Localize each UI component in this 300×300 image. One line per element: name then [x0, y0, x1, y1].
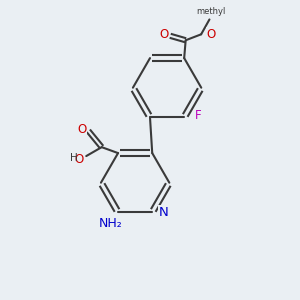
Text: O: O: [159, 28, 168, 41]
Text: O: O: [74, 152, 83, 166]
Text: H: H: [70, 153, 78, 164]
Text: O: O: [206, 28, 216, 41]
Text: NH₂: NH₂: [99, 217, 122, 230]
Text: N: N: [159, 206, 169, 219]
Text: methyl: methyl: [196, 7, 226, 16]
Text: O: O: [77, 123, 86, 136]
Text: F: F: [195, 109, 201, 122]
